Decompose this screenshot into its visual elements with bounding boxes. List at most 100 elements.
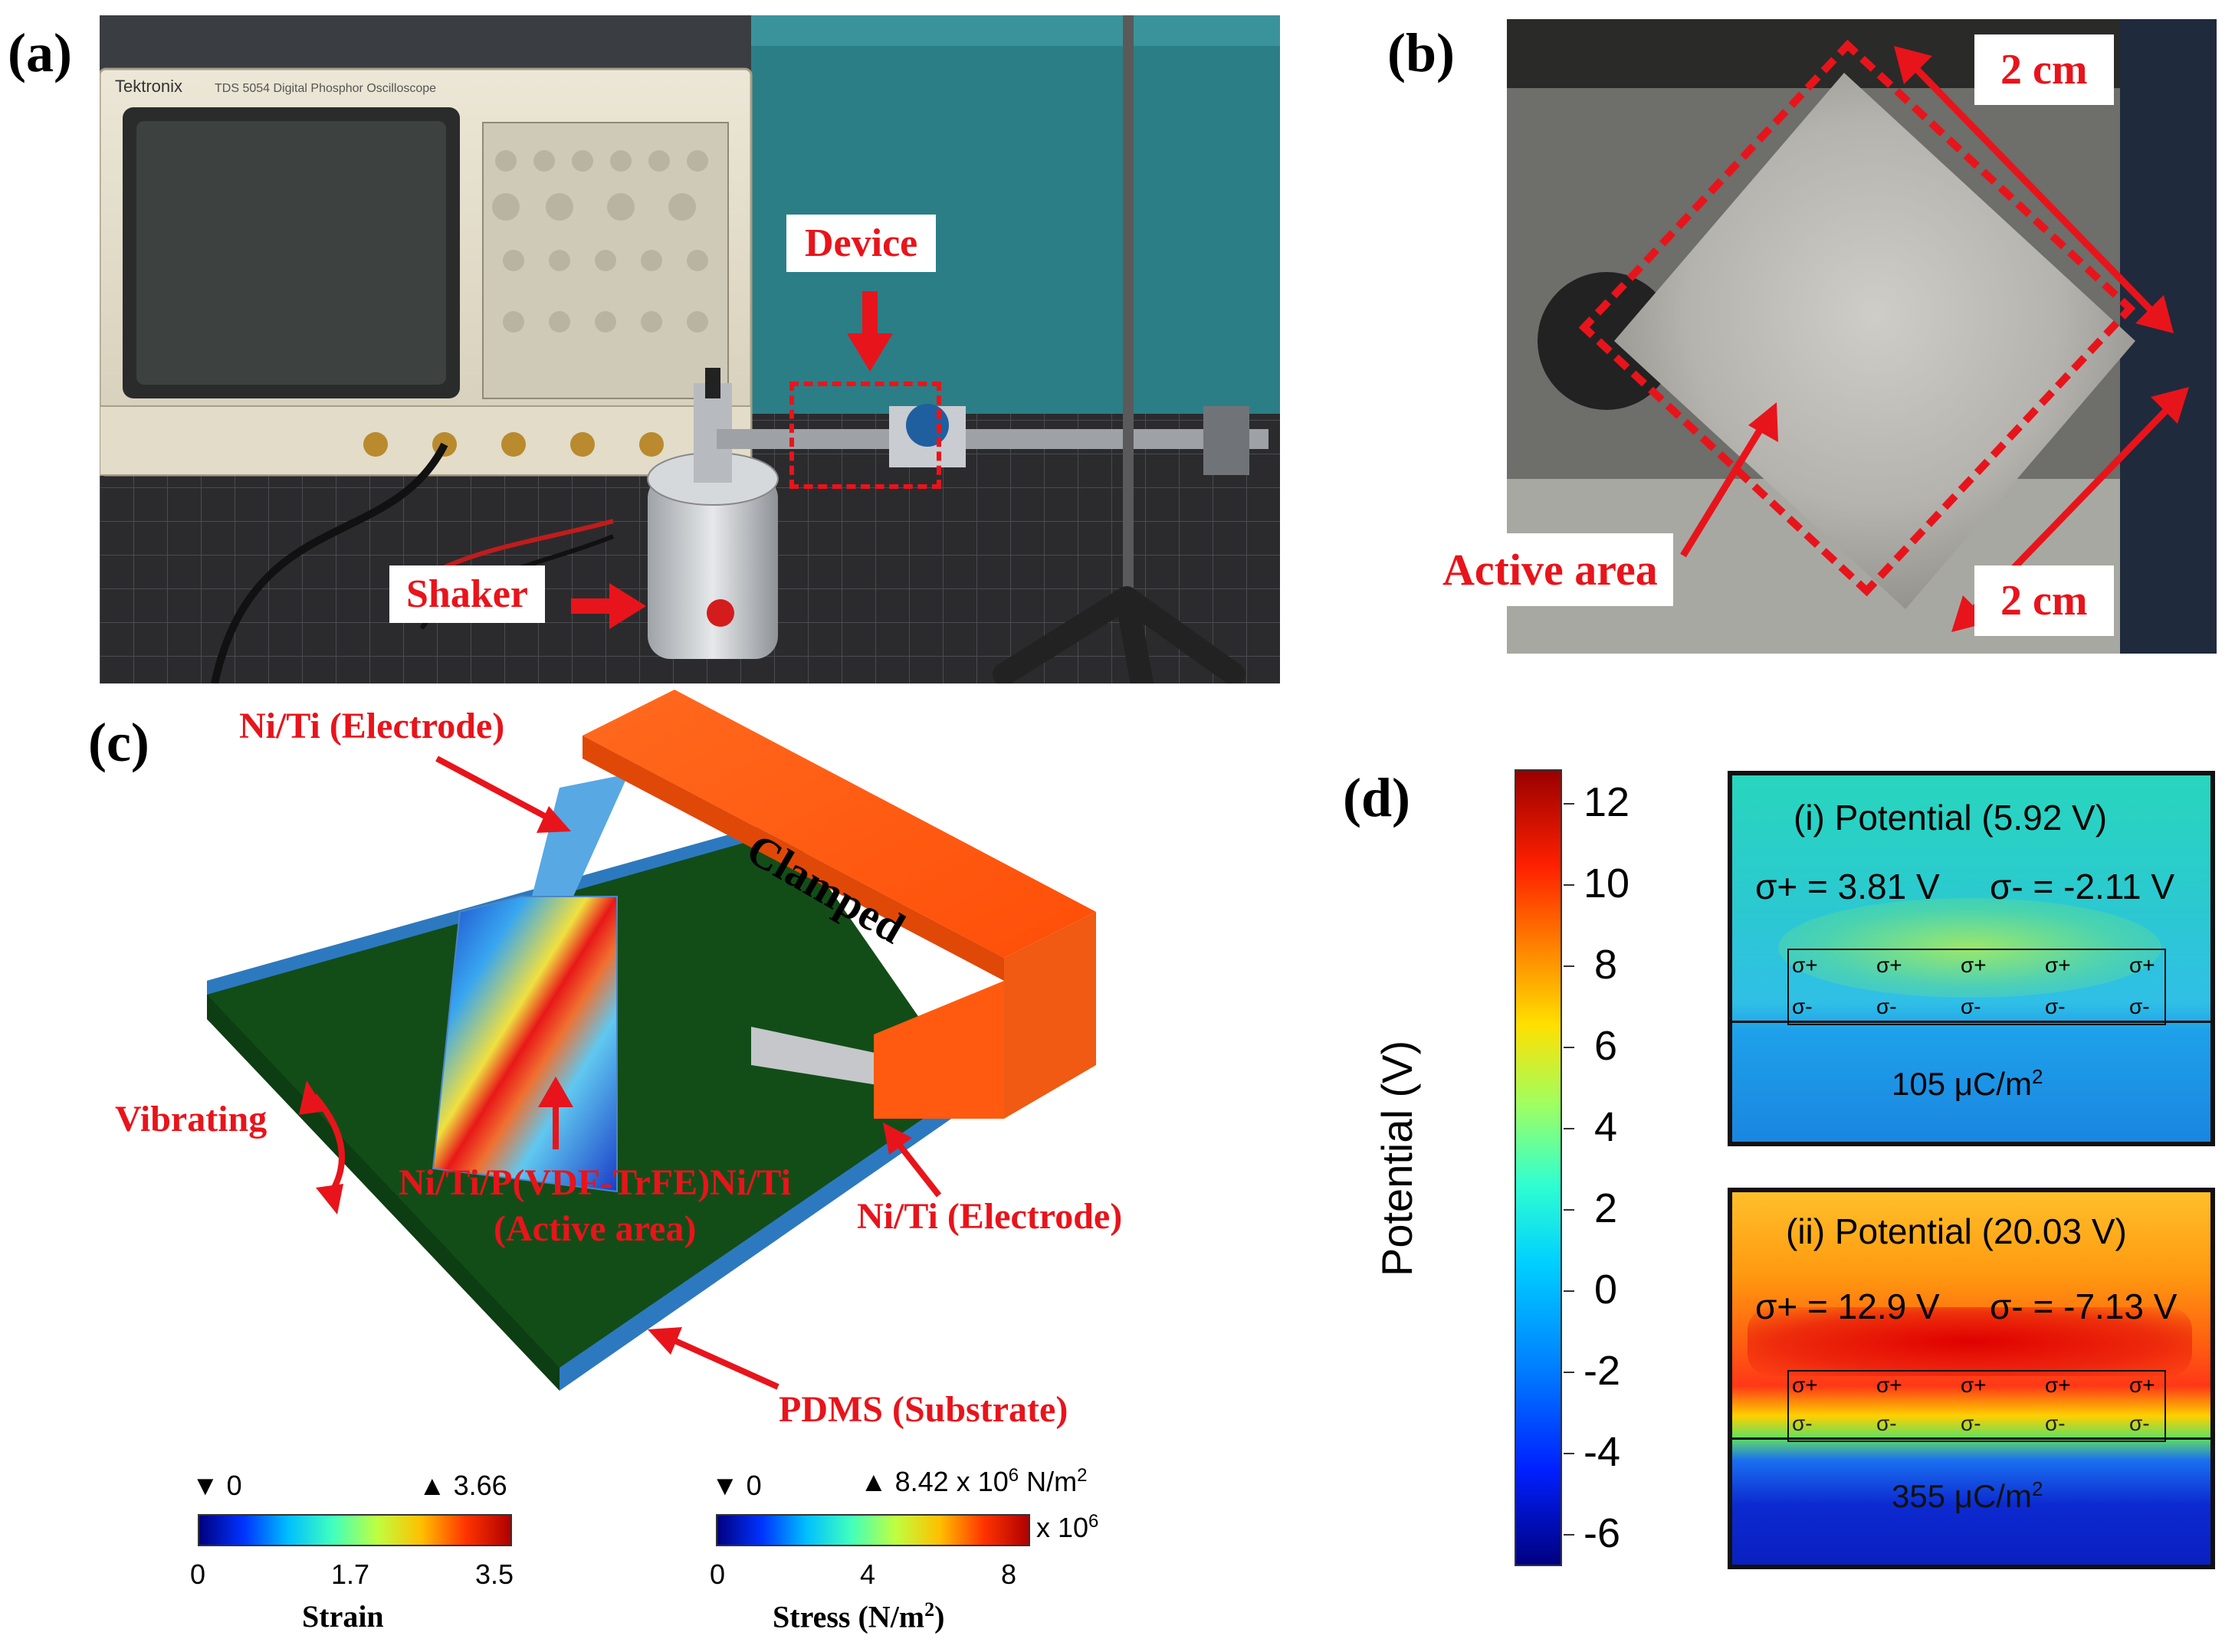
panel-a-photo: Tektronix TDS 5054 Digital Phosphor Osci… bbox=[100, 15, 1280, 683]
sim-ii-minus-5: σ- bbox=[2129, 1411, 2150, 1435]
sim-ii-charge-value: 355 μC/m bbox=[1892, 1478, 2032, 1514]
sim-i-glow bbox=[1778, 898, 2161, 998]
potential-tick-0: 0 bbox=[1594, 1267, 1618, 1313]
simulation-ii: (ii) Potential (20.03 V) σ+ = 12.9 V σ- … bbox=[1728, 1188, 2215, 1569]
potential-tick-8: 8 bbox=[1594, 942, 1618, 988]
sim-ii-minus-1: σ- bbox=[1792, 1411, 1813, 1435]
stress-tick-2: 8 bbox=[1001, 1559, 1017, 1590]
strain-max-marker: ▲ 3.66 bbox=[418, 1470, 507, 1501]
sim-i-minus-3: σ- bbox=[1961, 995, 1981, 1018]
panel-c-arrows bbox=[299, 756, 942, 1390]
stress-max-unit-exp: 2 bbox=[1077, 1465, 1088, 1486]
vibrating-label: Vibrating bbox=[115, 1099, 267, 1139]
sim-ii-plus-3: σ+ bbox=[1961, 1373, 1987, 1397]
substrate-label: PDMS (Substrate) bbox=[779, 1389, 1068, 1430]
active-line1-label: Ni/Ti/P(VDF-TrFE)Ni/Ti bbox=[399, 1162, 791, 1203]
potential-tick-mark-0 bbox=[1564, 1290, 1574, 1292]
sim-i-plus-5: σ+ bbox=[2129, 953, 2155, 977]
stress-tick-0: 0 bbox=[710, 1559, 726, 1590]
potential-tick-12: 12 bbox=[1584, 779, 1630, 825]
sim-ii-sigma-plus: σ+ = 12.9 V bbox=[1755, 1287, 1940, 1326]
strain-tick-0: 0 bbox=[190, 1559, 206, 1590]
sim-i-title: (i) Potential (5.92 V) bbox=[1794, 798, 2108, 837]
sim-ii-plus-1: σ+ bbox=[1792, 1373, 1818, 1397]
potential-tick-mark-m2 bbox=[1564, 1372, 1574, 1373]
sim-i-active-box bbox=[1787, 949, 2166, 1025]
sim-ii-interface-line bbox=[1732, 1437, 2210, 1440]
stress-tick-1: 4 bbox=[860, 1559, 876, 1590]
sim-i-charge-value: 105 μC/m bbox=[1892, 1066, 2032, 1102]
sim-ii-plus-4: σ+ bbox=[2045, 1373, 2071, 1397]
stress-max-exp: 6 bbox=[1008, 1465, 1019, 1486]
strain-min-marker: ▼ 0 bbox=[192, 1470, 242, 1501]
panel-label-b: (b) bbox=[1387, 22, 1455, 84]
potential-tick-mark-6 bbox=[1564, 1047, 1574, 1048]
potential-tick-6: 6 bbox=[1594, 1023, 1618, 1069]
potential-tick-mark-m4 bbox=[1564, 1453, 1574, 1454]
dimension-bottom-label: 2 cm bbox=[1974, 565, 2114, 636]
strain-colorbar bbox=[198, 1514, 512, 1546]
sim-ii-hotspot bbox=[1748, 1307, 2192, 1376]
strain-tick-1: 1.7 bbox=[331, 1559, 370, 1590]
sim-i-plus-3: σ+ bbox=[1961, 953, 1987, 977]
sim-ii-minus-2: σ- bbox=[1876, 1411, 1897, 1435]
potential-tick-m2: -2 bbox=[1584, 1348, 1621, 1394]
sim-ii-minus-4: σ- bbox=[2045, 1411, 2066, 1435]
sim-i-minus-1: σ- bbox=[1792, 995, 1813, 1018]
panel-label-d: (d) bbox=[1343, 767, 1410, 828]
sim-i-plus-1: σ+ bbox=[1792, 953, 1818, 977]
stress-max-unit: N/m bbox=[1019, 1466, 1078, 1497]
device-highlight-box bbox=[789, 382, 941, 489]
stress-title-post: ) bbox=[934, 1599, 945, 1634]
dimension-top-label: 2 cm bbox=[1974, 34, 2114, 105]
potential-axis-title: Potential (V) bbox=[1373, 1040, 1421, 1277]
simulation-i: (i) Potential (5.92 V) σ+ = 3.81 V σ- = … bbox=[1728, 771, 2215, 1146]
sim-i-charge: 105 μC/m2 bbox=[1892, 1065, 2043, 1103]
shaker-label: Shaker bbox=[389, 565, 545, 623]
stress-max-prefix: ▲ 8.42 x 10 bbox=[860, 1466, 1009, 1497]
sim-ii-sigma-minus: σ- = -7.13 V bbox=[1990, 1287, 2178, 1326]
strain-tick-2: 3.5 bbox=[475, 1559, 514, 1590]
sim-i-sigma-minus: σ- = -2.11 V bbox=[1990, 867, 2175, 906]
active-line2-label: (Active area) bbox=[494, 1208, 697, 1249]
potential-tick-2: 2 bbox=[1594, 1185, 1618, 1231]
sim-ii-charge-exp: 2 bbox=[2031, 1477, 2043, 1500]
device-arrow bbox=[847, 291, 893, 372]
sim-i-plus-4: σ+ bbox=[2045, 953, 2071, 977]
potential-tick-m6: -6 bbox=[1584, 1510, 1621, 1556]
sim-ii-plus-5: σ+ bbox=[2129, 1373, 2155, 1397]
scope-model: TDS 5054 Digital Phosphor Oscilloscope bbox=[215, 82, 436, 95]
potential-tick-mark-2 bbox=[1564, 1209, 1574, 1211]
sim-i-sigma-plus: σ+ = 3.81 V bbox=[1755, 867, 1940, 906]
strain-title: Strain bbox=[302, 1599, 384, 1634]
sim-i-interface-line bbox=[1732, 1021, 2210, 1023]
sim-ii-plus-2: σ+ bbox=[1876, 1373, 1902, 1397]
potential-tick-m4: -4 bbox=[1584, 1429, 1621, 1475]
potential-tick-4: 4 bbox=[1594, 1104, 1618, 1150]
potential-tick-mark-m6 bbox=[1564, 1534, 1574, 1536]
panel-label-c: (c) bbox=[88, 712, 149, 773]
potential-tick-10: 10 bbox=[1584, 860, 1630, 906]
sim-ii-minus-3: σ- bbox=[1961, 1411, 1981, 1435]
stress-max-marker: ▲ 8.42 x 106 N/m2 bbox=[860, 1465, 1087, 1498]
stress-multiplier-prefix: x 10 bbox=[1036, 1512, 1089, 1543]
potential-tick-mark-8 bbox=[1564, 965, 1574, 967]
stress-title-pre: Stress (N/m bbox=[773, 1599, 925, 1634]
sim-i-minus-2: σ- bbox=[1876, 995, 1897, 1018]
sim-i-charge-exp: 2 bbox=[2031, 1065, 2043, 1088]
sim-ii-title: (ii) Potential (20.03 V) bbox=[1786, 1211, 2127, 1251]
stress-min-marker: ▼ 0 bbox=[711, 1470, 762, 1501]
shaker-arrow bbox=[571, 583, 646, 629]
stress-multiplier: x 106 bbox=[1036, 1511, 1098, 1544]
potential-tick-mark-10 bbox=[1564, 884, 1574, 886]
stress-title-exp: 2 bbox=[924, 1598, 935, 1621]
electrode-top-label: Ni/Ti (Electrode) bbox=[239, 706, 505, 746]
sim-i-minus-4: σ- bbox=[2045, 995, 2066, 1018]
lab-setup-illustration: Tektronix TDS 5054 Digital Phosphor Osci… bbox=[100, 15, 1280, 683]
sim-ii-active-box bbox=[1787, 1370, 2166, 1442]
panel-label-a: (a) bbox=[8, 22, 72, 84]
potential-colorbar bbox=[1515, 769, 1562, 1566]
device-label: Device bbox=[786, 215, 937, 272]
scope-brand: Tektronix bbox=[115, 77, 182, 96]
potential-tick-mark-4 bbox=[1564, 1128, 1574, 1129]
